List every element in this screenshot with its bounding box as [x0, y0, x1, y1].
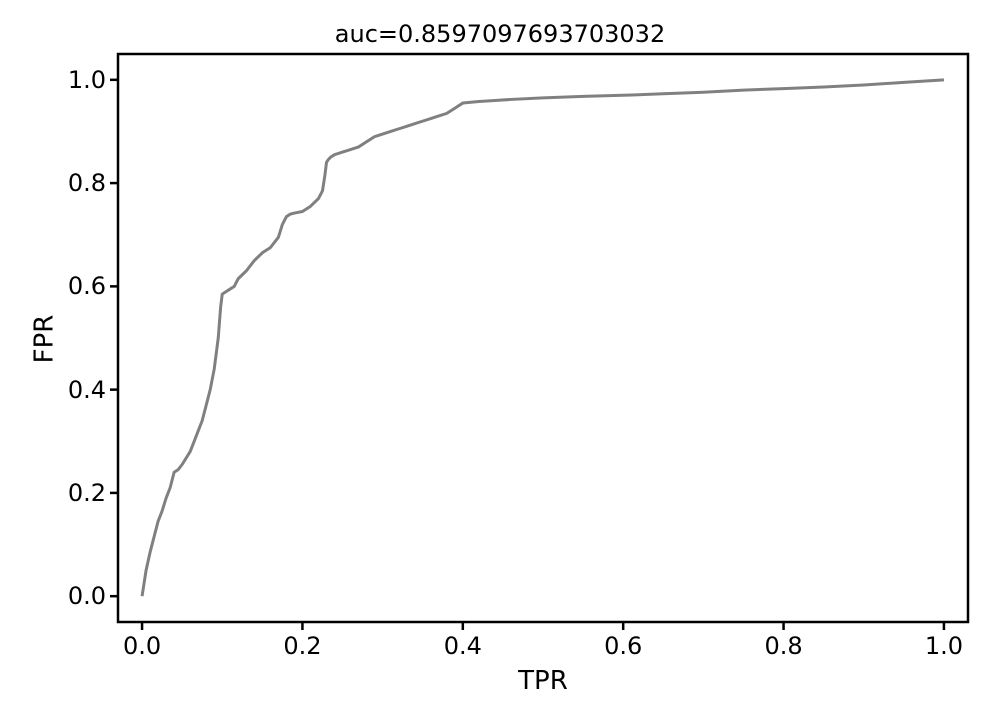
x-axis-label: TPR [118, 666, 968, 696]
x-tick-label: 0.0 [112, 632, 172, 660]
y-tick-label: 0.8 [68, 169, 106, 197]
y-tick-label: 0.6 [68, 272, 106, 300]
x-tick-label: 1.0 [914, 632, 974, 660]
x-tick-label: 0.4 [433, 632, 493, 660]
roc-chart-svg [0, 0, 1000, 711]
x-tick-label: 0.6 [593, 632, 653, 660]
chart-container: { "roc_chart": { "type": "line", "title"… [0, 0, 1000, 711]
y-tick-label: 1.0 [68, 66, 106, 94]
y-tick-label: 0.4 [68, 376, 106, 404]
x-tick-label: 0.2 [272, 632, 332, 660]
y-tick-label: 0.0 [68, 582, 106, 610]
y-axis-label: FPR [29, 315, 59, 364]
chart-title: auc=0.8597097693703032 [0, 20, 1000, 48]
x-tick-label: 0.8 [754, 632, 814, 660]
y-tick-label: 0.2 [68, 479, 106, 507]
